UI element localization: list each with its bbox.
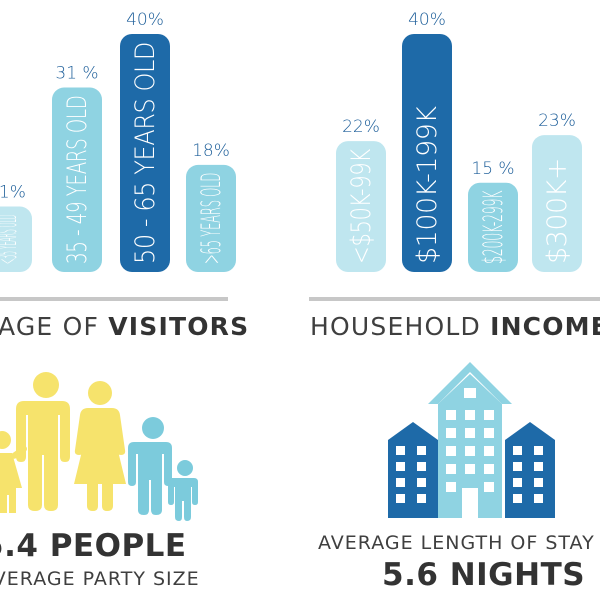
age-of-visitors-chart: 11% <35 YEARS OLD 31 % 35 - 49 YEARS OLD 40%… [0,10,236,272]
age-bar-1 [52,87,102,272]
stay-length-label: AVERAGE LENGTH OF STAY W [318,532,600,554]
age-bar-category-label-1: 35 - 49 YEARS OLD [62,96,93,264]
age-bar-value-label-2: 40% [126,10,164,30]
age-bar-value-label-1: 31 % [55,64,98,84]
age-bar-category-label-0: <35 YEARS OLD [0,215,23,264]
income-bar-category-label-0: <$50K-99K [346,148,377,264]
age-bar-3 [186,164,236,272]
age-of-visitors-title: AGE OF VISITORS [0,312,249,341]
income-bar-1 [402,34,452,272]
income-bar-category-label-2: $200K-299K [478,190,509,264]
age-title-lead: AGE OF [0,312,100,341]
income-bar-value-label-2: 15 % [471,159,514,179]
age-bar-category-label-2: 50 - 65 YEARS OLD [130,42,161,264]
income-bar-3 [532,135,582,272]
hotel-buildings-icon [388,362,555,518]
income-title-strong: INCOME [490,312,600,341]
age-bar-2 [120,34,170,272]
income-bar-category-label-3: $300K+ [542,158,573,264]
age-bar-category-label-3: >65 YEARS OLD [196,173,227,264]
party-size-label: AVERAGE PARTY SIZE [0,568,200,590]
age-title-strong: VISITORS [108,312,250,341]
income-bar-value-label-1: 40% [408,10,446,30]
age-bar-value-label-3: 18% [192,141,230,161]
household-income-title: HOUSEHOLD INCOME [310,312,600,341]
income-bar-value-label-3: 23% [538,111,576,131]
income-bar-value-label-0: 22% [342,117,380,137]
income-bar-2 [468,182,518,272]
stay-length-value: 5.6 NIGHTS [382,557,586,593]
age-bar-0 [0,206,32,272]
income-bar-category-label-1: $100K-199K [412,106,443,264]
income-bar-0 [336,141,386,272]
family-icon [0,372,198,521]
party-size-value: 5.4 PEOPLE [0,528,187,564]
income-title-lead: HOUSEHOLD [310,312,481,341]
age-bar-value-label-0: 11% [0,183,26,203]
household-income-chart: 22% <$50K-99K 40% $100K-199K 15 % $200K-299K 2… [336,10,582,272]
